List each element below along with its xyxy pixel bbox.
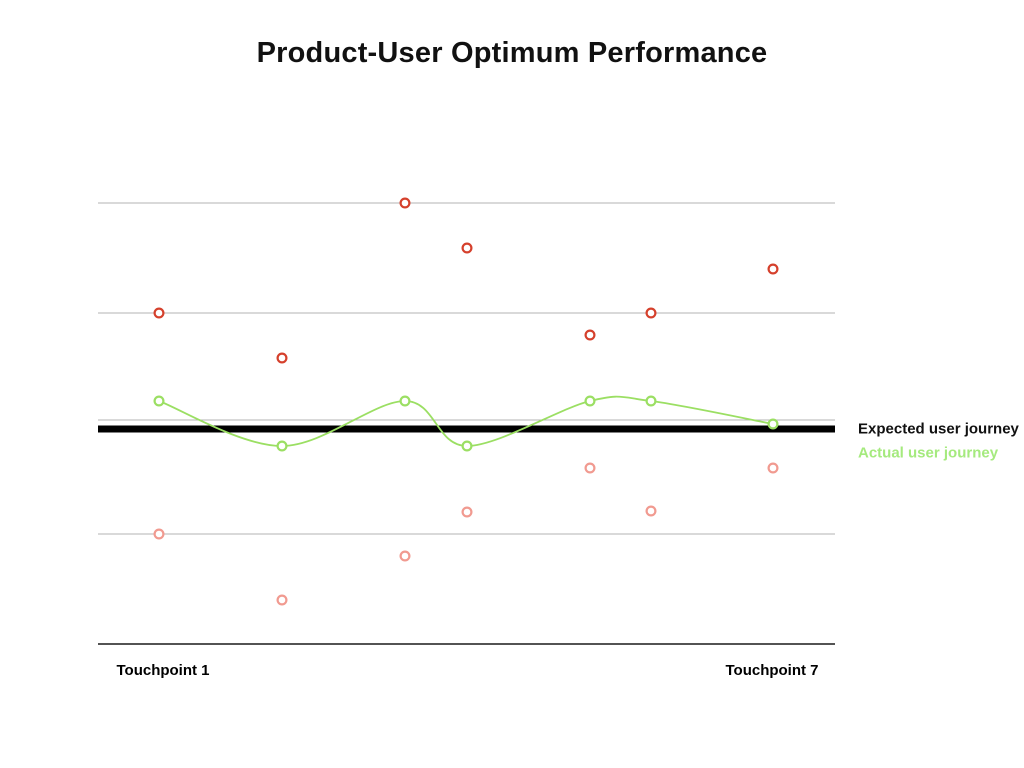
red-scatter-marker-1 xyxy=(153,307,165,319)
pink-scatter-marker-4 xyxy=(461,506,473,518)
red-scatter-marker-2 xyxy=(276,352,288,364)
red-scatter-marker-5 xyxy=(584,329,596,341)
pink-scatter-marker-1 xyxy=(153,528,165,540)
red-scatter-marker-3 xyxy=(399,197,411,209)
x-axis-label-touchpoint-1: Touchpoint 1 xyxy=(116,662,210,679)
pink-scatter-marker-2 xyxy=(276,594,288,606)
legend-actual-label: Actual user journey xyxy=(858,444,999,462)
actual-journey-line xyxy=(158,395,774,447)
actual-journey-marker-2 xyxy=(276,440,288,452)
chart-title: Product-User Optimum Performance xyxy=(256,37,768,69)
red-scatter-marker-6 xyxy=(645,307,657,319)
red-scatter-marker-4 xyxy=(461,242,473,254)
pink-scatter-marker-6 xyxy=(645,505,657,517)
x-axis-label-touchpoint-7: Touchpoint 7 xyxy=(725,662,819,679)
actual-journey-marker-6 xyxy=(645,395,657,407)
pink-scatter-marker-3 xyxy=(399,550,411,562)
red-scatter-marker-7 xyxy=(767,263,779,275)
pink-scatter-marker-7 xyxy=(767,462,779,474)
legend-expected-label: Expected user journey xyxy=(858,420,1019,438)
actual-journey-marker-5 xyxy=(584,395,596,407)
actual-journey-marker-4 xyxy=(461,440,473,452)
actual-journey-marker-1 xyxy=(153,395,165,407)
actual-journey-marker-3 xyxy=(399,395,411,407)
actual-journey-marker-7 xyxy=(767,418,779,430)
pink-scatter-marker-5 xyxy=(584,462,596,474)
